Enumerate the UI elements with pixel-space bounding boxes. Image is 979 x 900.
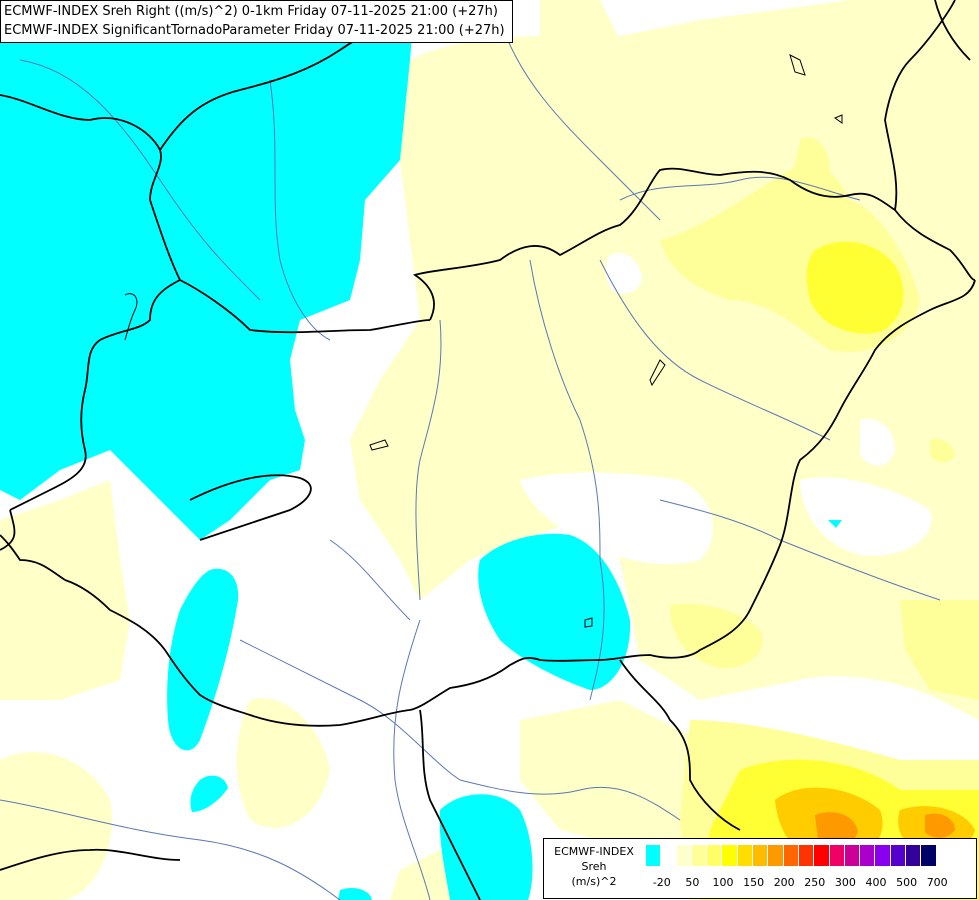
legend-unit: (m/s)^2 (571, 875, 617, 888)
title-line-2: ECMWF-INDEX SignificantTornadoParameter … (4, 23, 505, 38)
legend-swatch (753, 845, 769, 866)
legend-tick-label: 250 (804, 876, 826, 889)
legend-tick-label: 50 (685, 876, 700, 889)
legend-swatch (661, 845, 677, 866)
legend-swatch (906, 845, 922, 866)
legend-swatch (921, 845, 937, 866)
legend-swatch (875, 845, 891, 866)
legend-swatch (737, 845, 754, 866)
legend-swatch (646, 845, 662, 866)
legend-swatch (707, 845, 723, 866)
title-line-1: ECMWF-INDEX Sreh Right ((m/s)^2) 0-1km F… (4, 4, 498, 19)
legend-swatch (676, 845, 692, 866)
legend-tick-label: 400 (865, 876, 887, 889)
legend-tick-label: 300 (834, 876, 856, 889)
rivers (0, 19, 941, 900)
legend-tick-label: -20 (652, 876, 671, 889)
map-title-box: ECMWF-INDEX Sreh Right ((m/s)^2) 0-1km F… (0, 0, 513, 43)
legend-variable: Sreh (581, 860, 607, 873)
legend-swatch (890, 845, 907, 866)
color-legend: ECMWF-INDEX Sreh (m/s)^2 -20 50 100 150 200 2… (543, 838, 977, 899)
legend-swatch (768, 845, 784, 866)
legend-name: ECMWF-INDEX (554, 845, 634, 858)
legend-swatch (798, 845, 815, 866)
legend-tick-label: 150 (743, 876, 765, 889)
legend-tick-label: 700 (926, 876, 948, 889)
legend-tick-label: 200 (773, 876, 795, 889)
legend-tick-label: 500 (896, 876, 918, 889)
field-white-holes (520, 252, 979, 740)
legend-swatch (860, 845, 876, 866)
legend-swatch (844, 845, 861, 866)
field-dark-orange (815, 812, 955, 847)
legend-swatch (722, 845, 738, 866)
legend-swatches (646, 845, 937, 866)
legend-tick-label: 100 (712, 876, 734, 889)
lakes (124, 54, 843, 628)
field-cyan (0, 0, 842, 900)
legend-swatch (814, 845, 830, 866)
legend-swatch (829, 845, 845, 866)
legend-swatch (691, 845, 708, 866)
legend-swatch (783, 845, 799, 866)
